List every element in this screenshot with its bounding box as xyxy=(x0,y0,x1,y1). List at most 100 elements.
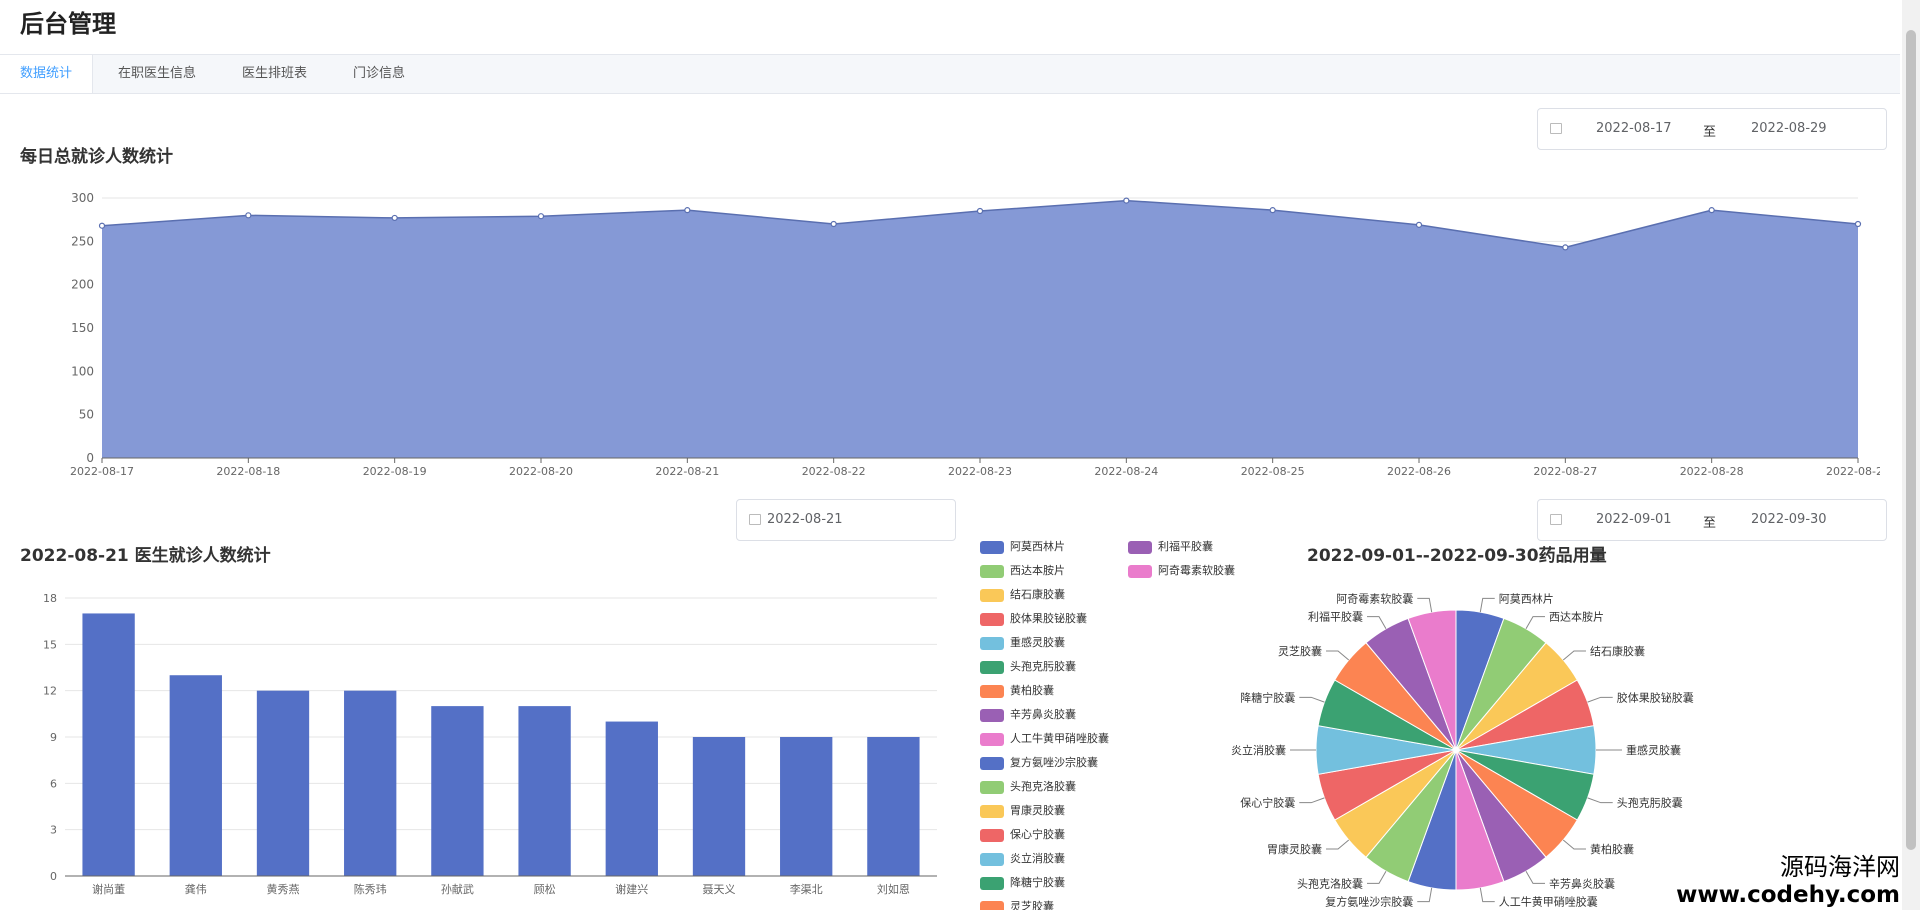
legend-label: 结石康胶囊 xyxy=(1010,588,1065,601)
x-tick-label: 2022-08-17 xyxy=(70,465,134,478)
legend-label: 复方氨唑沙宗胶囊 xyxy=(1010,756,1098,769)
range-start-date[interactable]: 2022-08-17 xyxy=(1596,121,1672,136)
legend-swatch xyxy=(980,588,1004,602)
bar xyxy=(169,675,222,876)
y-tick-label: 0 xyxy=(86,451,94,465)
legend-swatch xyxy=(980,732,1004,746)
legend-item[interactable]: 胶体果胶铋胶囊 xyxy=(980,610,1087,626)
tab-clinic-info[interactable]: 门诊信息 xyxy=(353,66,406,81)
x-tick-label: 2022-08-20 xyxy=(509,465,573,478)
legend-swatch xyxy=(980,612,1004,626)
pie-slice xyxy=(1407,609,1457,751)
slice-label-line xyxy=(1562,650,1586,661)
slice-label-line xyxy=(1525,870,1545,884)
bar xyxy=(344,690,397,876)
legend-item[interactable]: 重感灵胶囊 xyxy=(980,634,1065,650)
legend-label: 黄柏胶囊 xyxy=(1010,684,1054,697)
legend-item[interactable]: 头孢克肟胶囊 xyxy=(980,658,1076,674)
legend-item[interactable]: 结石康胶囊 xyxy=(980,586,1065,602)
legend-item[interactable]: 人工牛黄甲硝唑胶囊 xyxy=(980,730,1109,746)
legend-item[interactable]: 辛芳鼻炎胶囊 xyxy=(980,706,1076,722)
range-end-date[interactable]: 2022-09-30 xyxy=(1751,512,1827,527)
legend-label: 降糖宁胶囊 xyxy=(1010,876,1065,889)
app-title: 后台管理 xyxy=(20,10,116,38)
legend-item[interactable]: 灵芝胶囊 xyxy=(980,898,1054,910)
legend-label: 保心宁胶囊 xyxy=(1010,828,1065,841)
x-tick-label: 2022-08-27 xyxy=(1533,465,1597,478)
data-point xyxy=(1269,207,1276,214)
legend-item[interactable]: 阿奇霉素软胶囊 xyxy=(1128,562,1235,578)
x-tick-label: 聂天义 xyxy=(703,883,736,896)
legend-item[interactable]: 降糖宁胶囊 xyxy=(980,874,1065,890)
bar xyxy=(780,737,833,876)
slice-label-line xyxy=(1417,597,1433,613)
drug-legend: 阿莫西林片西达本胺片结石康胶囊胶体果胶铋胶囊 重感灵胶囊头孢克肟胶囊黄柏胶囊辛芳鼻… xyxy=(980,538,1280,910)
scrollbar-thumb[interactable] xyxy=(1906,30,1916,850)
slice-label: 辛芳鼻炎胶囊 xyxy=(1549,876,1615,890)
slice-label-line xyxy=(1299,696,1325,703)
slice-label: 胃康灵胶囊 xyxy=(1267,842,1322,856)
range-start-date[interactable]: 2022-09-01 xyxy=(1596,512,1672,527)
slice-label-line xyxy=(1326,839,1350,850)
legend-item[interactable]: 炎立消胶囊 xyxy=(980,850,1065,866)
slice-label-line xyxy=(1367,870,1387,884)
legend-swatch xyxy=(980,876,1004,890)
calendar-icon xyxy=(1550,514,1562,525)
doctor-date-picker[interactable]: 2022-08-21 xyxy=(736,499,956,541)
x-tick-label: 2022-08-22 xyxy=(802,465,866,478)
data-point xyxy=(1415,221,1423,228)
y-tick-label: 18 xyxy=(43,592,57,605)
slice-label: 人工牛黄甲硝唑胶囊 xyxy=(1499,895,1598,909)
legend-item[interactable]: 复方氨唑沙宗胶囊 xyxy=(980,754,1098,770)
legend-item[interactable]: 头孢克洛胶囊 xyxy=(980,778,1076,794)
slice-label-line xyxy=(1587,696,1613,703)
legend-item[interactable]: 保心宁胶囊 xyxy=(980,826,1065,842)
bar xyxy=(518,706,571,876)
bar xyxy=(431,706,484,876)
legend-swatch xyxy=(980,660,1004,674)
slice-label: 西达本胺片 xyxy=(1549,610,1604,624)
bar xyxy=(867,737,920,876)
data-point xyxy=(245,212,252,219)
slice-label: 炎立消胶囊 xyxy=(1231,743,1286,757)
legend-item[interactable]: 利福平胶囊 xyxy=(1128,538,1213,554)
bar xyxy=(256,690,310,876)
legend-swatch xyxy=(980,804,1004,818)
bar xyxy=(605,721,658,876)
tab-doctor-info[interactable]: 在职医生信息 xyxy=(118,66,197,81)
y-tick-label: 3 xyxy=(50,824,57,837)
drug-chart-title: 2022-09-01--2022-09-30药品用量 xyxy=(1307,546,1607,566)
data-point xyxy=(391,214,398,222)
slice-label-line xyxy=(1299,797,1325,804)
area-fill xyxy=(102,200,1858,458)
tab-doctor-schedule[interactable]: 医生排班表 xyxy=(242,66,308,81)
drug-date-range-picker[interactable]: 2022-09-01 至 2022-09-30 xyxy=(1537,499,1887,541)
data-point xyxy=(98,222,106,229)
slice-label: 复方氨唑沙宗胶囊 xyxy=(1325,895,1413,909)
slice-label: 头孢克肟胶囊 xyxy=(1617,796,1683,810)
legend-label: 阿奇霉素软胶囊 xyxy=(1158,564,1235,577)
bar xyxy=(692,737,746,876)
legend-item[interactable]: 西达本胺片 xyxy=(980,562,1065,578)
watermark-name: 源码海洋网 xyxy=(1780,853,1900,881)
legend-item[interactable]: 胃康灵胶囊 xyxy=(980,802,1065,818)
legend-item[interactable]: 黄柏胶囊 xyxy=(980,682,1054,698)
legend-swatch xyxy=(980,684,1004,698)
tab-data-statistics[interactable]: 数据统计 xyxy=(0,55,94,93)
y-tick-label: 50 xyxy=(79,408,94,422)
y-tick-label: 6 xyxy=(50,777,57,790)
legend-swatch xyxy=(980,852,1004,866)
y-tick-label: 15 xyxy=(43,638,57,651)
selected-date[interactable]: 2022-08-21 xyxy=(767,512,843,527)
data-point xyxy=(1708,207,1715,214)
range-end-date[interactable]: 2022-08-29 xyxy=(1751,121,1827,136)
watermark: 源码海洋网 www.codehy.com xyxy=(1676,847,1900,908)
daily-date-range-picker[interactable]: 2022-08-17 至 2022-08-29 xyxy=(1537,108,1887,150)
legend-item[interactable]: 阿莫西林片 xyxy=(980,538,1065,554)
calendar-icon xyxy=(1550,123,1562,134)
slice-label: 保心宁胶囊 xyxy=(1240,796,1295,810)
legend-swatch xyxy=(980,828,1004,842)
x-tick-label: 谢尚董 xyxy=(92,882,125,896)
slice-label: 头孢克洛胶囊 xyxy=(1297,876,1363,890)
page-scrollbar[interactable] xyxy=(1902,0,1920,910)
